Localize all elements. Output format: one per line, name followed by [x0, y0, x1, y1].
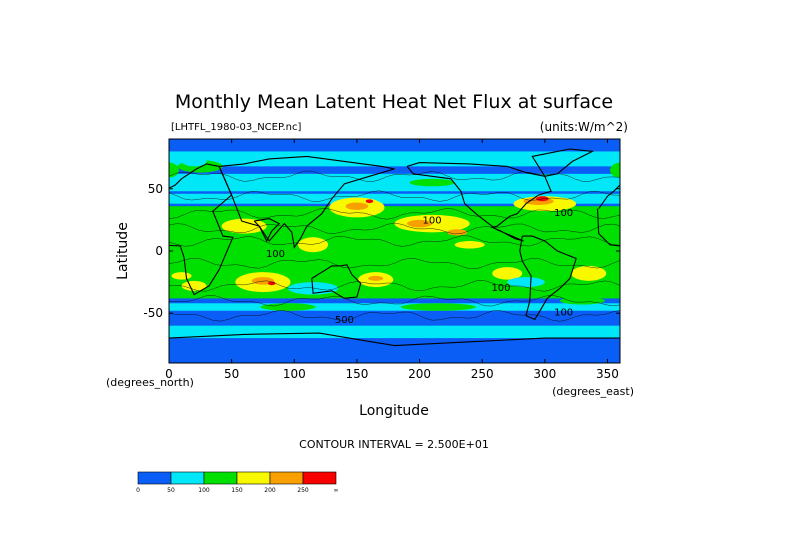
- colorbar-swatch: [137, 471, 172, 485]
- units-label: (units:W/m^2): [540, 120, 628, 134]
- colorbar-swatch: [170, 471, 205, 485]
- x-tick-label: 300: [533, 367, 556, 381]
- flux-patch: [345, 202, 369, 210]
- coastline-greenland: [531, 148, 595, 177]
- flux-patch: [181, 156, 207, 167]
- y-axis-label: Latitude: [115, 222, 131, 280]
- contour-line: [169, 257, 620, 270]
- chart-title: Monthly Mean Latent Heat Net Flux at sur…: [175, 91, 613, 113]
- colorbar-label: 0: [136, 487, 140, 494]
- x-unit-label: (degrees_east): [552, 385, 634, 398]
- x-tick-label: 350: [596, 367, 619, 381]
- flux-patch: [507, 277, 545, 288]
- flux-patch: [365, 199, 374, 204]
- flux-patch: [388, 253, 451, 261]
- flux-patch: [409, 178, 455, 187]
- contour-label: 100: [423, 216, 442, 227]
- x-tick-label: 150: [345, 367, 368, 381]
- x-axis-label: Longitude: [359, 403, 429, 419]
- contour-label: 100: [554, 308, 573, 319]
- coastline-europe-africa: [169, 163, 234, 296]
- contour-label: 100: [266, 249, 285, 260]
- flux-patch: [407, 219, 433, 228]
- flux-patch: [454, 241, 485, 249]
- coastline-north-america: [406, 162, 552, 242]
- flux-patch: [171, 272, 192, 280]
- y-unit-label: (degrees_north): [106, 376, 194, 389]
- colorbar-swatch: [236, 471, 271, 485]
- colorbar-swatch: [203, 471, 238, 485]
- x-tick-label: 50: [224, 367, 239, 381]
- colorbar-label: 250: [297, 487, 309, 494]
- flux-patch: [368, 275, 384, 281]
- flux-band: [169, 193, 620, 204]
- coastline-antarctic-edge: [169, 332, 620, 347]
- y-tick-label: -50: [143, 306, 163, 320]
- x-tick-label: 200: [408, 367, 431, 381]
- flux-patch: [571, 265, 607, 281]
- colorbar-label: ∞: [334, 487, 339, 494]
- flux-patch: [609, 162, 620, 178]
- contour-line: [169, 190, 620, 202]
- colorbar: 0 50 100 150 200 250 ∞: [136, 471, 339, 494]
- coastline-asia: [218, 155, 395, 249]
- coastline-south-america: [519, 235, 577, 321]
- flux-band: [169, 173, 620, 192]
- coastline-india: [253, 218, 281, 243]
- flux-patch: [447, 229, 468, 236]
- flux-band: [169, 151, 620, 167]
- contour-line: [169, 280, 620, 292]
- contour-line: [169, 235, 620, 247]
- colorbar-label: 150: [231, 487, 243, 494]
- x-tick-label: 100: [283, 367, 306, 381]
- contour-interval: CONTOUR INTERVAL = 2.500E+01: [299, 438, 489, 451]
- flux-patch: [400, 303, 476, 311]
- x-tick-label: 0: [165, 367, 173, 381]
- contour-line: [169, 309, 620, 322]
- contour-line: [169, 222, 620, 235]
- contour-line: [169, 294, 620, 307]
- colorbar-label: 100: [198, 487, 210, 494]
- contour-label: 100: [554, 208, 573, 219]
- contour-line: [169, 208, 620, 220]
- x-tick-label: 250: [471, 367, 494, 381]
- colorbar-swatch: [302, 471, 337, 485]
- flux-patch: [492, 267, 523, 280]
- y-tick-label: 0: [155, 244, 163, 258]
- flux-patch: [169, 162, 180, 178]
- flux-patch: [559, 297, 605, 305]
- flux-patch: [298, 237, 329, 253]
- colorbar-label: 200: [264, 487, 276, 494]
- y-tick-label: 50: [148, 182, 163, 196]
- plot-area: [169, 139, 620, 363]
- coastline-australia: [311, 264, 362, 299]
- flux-patch: [221, 218, 267, 234]
- coastline-africa-east: [596, 184, 620, 247]
- flux-band: [169, 303, 620, 311]
- colorbar-label: 50: [167, 487, 175, 494]
- contour-label: 100: [491, 283, 510, 294]
- flux-band: [169, 325, 620, 339]
- file-label: [LHTFL_1980-03_NCEP.nc]: [171, 122, 301, 133]
- contour-label: 500: [335, 315, 354, 326]
- contour-line: [169, 170, 620, 182]
- colorbar-swatch: [269, 471, 304, 485]
- flux-patch: [260, 303, 316, 311]
- flux-patch: [181, 280, 207, 291]
